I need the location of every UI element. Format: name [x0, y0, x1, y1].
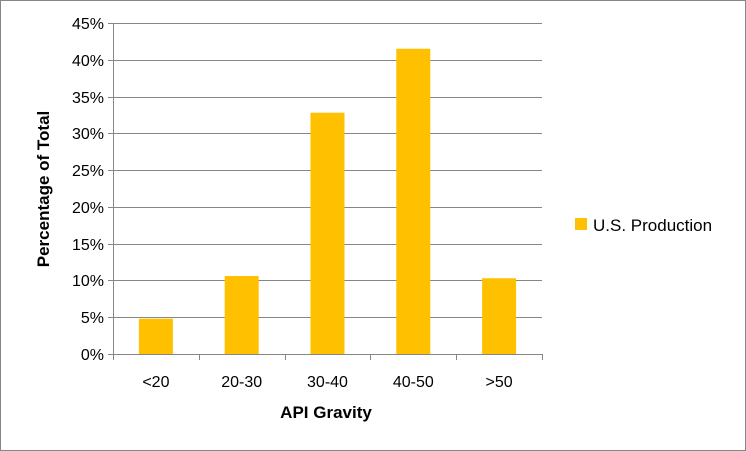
y-tick-label: 25% — [72, 163, 104, 180]
x-tick-label: >50 — [486, 374, 513, 391]
y-tick-label: 15% — [72, 237, 104, 254]
bar — [224, 276, 259, 354]
x-tick-label: 30-40 — [307, 374, 348, 391]
y-tick-label: 10% — [72, 273, 104, 290]
y-tick-label: 40% — [72, 53, 104, 70]
y-tick-label: 35% — [72, 90, 104, 107]
x-tick-label: <20 — [142, 374, 169, 391]
y-axis-title: Percentage of Total — [34, 111, 53, 268]
y-tick-label: 45% — [72, 16, 104, 33]
y-tick-label: 5% — [81, 310, 104, 327]
bars — [138, 48, 517, 354]
axes — [108, 23, 543, 360]
legend-label: U.S. Production — [593, 216, 712, 235]
x-tick-labels: <20 20-30 30-40 40-50 >50 — [142, 374, 512, 391]
bar — [482, 278, 517, 354]
bar — [138, 318, 173, 354]
legend-swatch — [575, 218, 587, 230]
y-tick-label: 30% — [72, 126, 104, 143]
y-tick-label: 20% — [72, 200, 104, 217]
y-tick-labels: 0% 5% 10% 15% 20% 25% 30% 35% 40% 45% — [72, 16, 104, 364]
legend: U.S. Production — [575, 216, 712, 235]
y-tick-label: 0% — [81, 347, 104, 364]
x-tick-label: 20-30 — [221, 374, 262, 391]
bar — [310, 112, 345, 354]
x-tick-label: 40-50 — [393, 374, 434, 391]
bar — [396, 48, 431, 354]
x-axis-title: API Gravity — [280, 403, 372, 422]
